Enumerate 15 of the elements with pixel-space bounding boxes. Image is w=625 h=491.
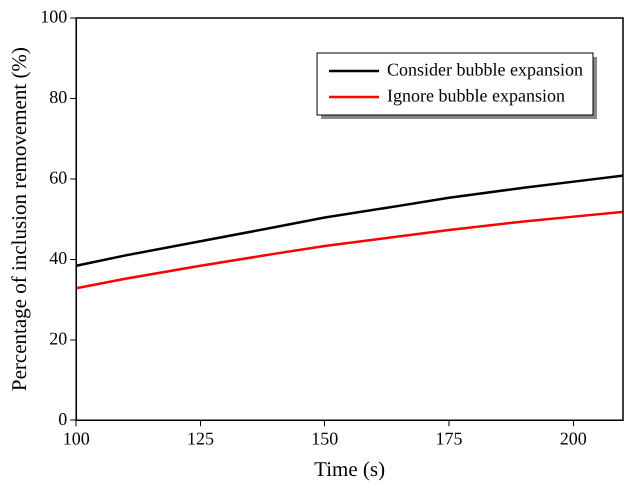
y-tick-label: 40 <box>49 248 68 268</box>
y-tick-label: 20 <box>49 328 68 348</box>
y-tick-label: 80 <box>49 87 68 108</box>
x-tick-label: 125 <box>186 428 214 449</box>
legend-label: Ignore bubble expansion <box>387 86 565 106</box>
x-tick-label: 200 <box>560 428 587 449</box>
x-tick-label: 175 <box>436 428 463 449</box>
x-tick-label: 100 <box>62 428 90 449</box>
y-axis-title: Percentage of inclusion removement (%) <box>7 47 32 392</box>
y-tick-label: 100 <box>40 6 68 27</box>
x-tick-label: 150 <box>311 428 338 449</box>
x-axis-title: Time (s) <box>314 456 386 481</box>
y-tick-label: 0 <box>58 408 68 429</box>
y-tick-label: 60 <box>49 168 68 188</box>
legend-label: Consider bubble expansion <box>387 60 584 80</box>
